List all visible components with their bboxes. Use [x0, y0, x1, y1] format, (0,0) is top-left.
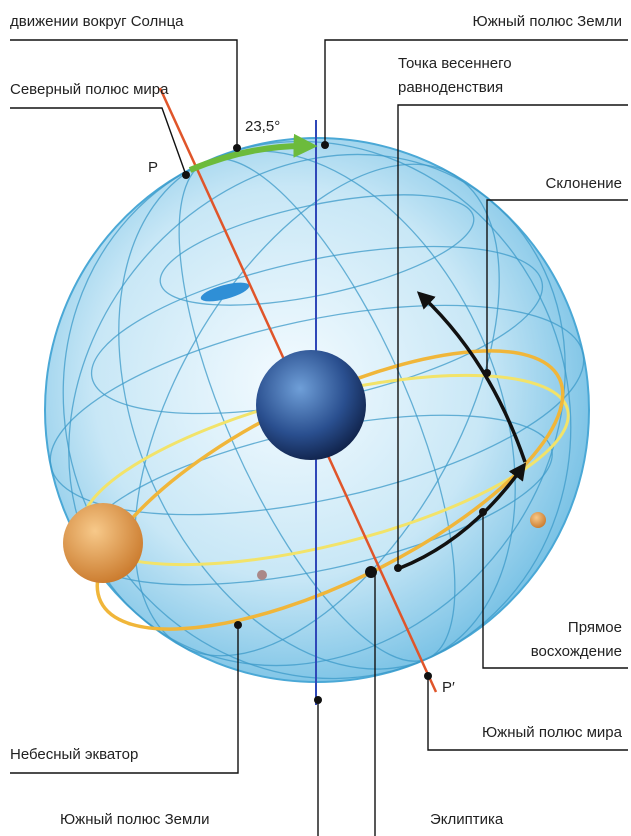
label: Небесный экватор	[10, 746, 138, 763]
sun	[63, 503, 143, 583]
label: Эклиптика	[430, 811, 504, 828]
label: Южный полюс Земли	[60, 811, 209, 828]
label: P′	[442, 679, 455, 696]
planet-dot	[257, 570, 267, 580]
label: Прямое	[568, 619, 622, 636]
label: Точка весеннего	[398, 55, 512, 72]
declination-arrow	[416, 291, 527, 463]
label: Северный полюс мира	[10, 81, 169, 98]
label: равноденствия	[398, 79, 503, 96]
label: Склонение	[546, 175, 622, 192]
tilt-arrow	[188, 133, 318, 173]
leader-lines	[10, 39, 628, 836]
label: P	[148, 159, 158, 176]
shadow-spot	[200, 282, 250, 302]
label: Южный полюс мира	[482, 724, 623, 741]
leader-dots	[182, 141, 491, 704]
sun-small	[530, 512, 546, 528]
label: движении вокруг Солнца	[10, 13, 184, 30]
label: 23,5°	[245, 118, 280, 135]
earth	[256, 350, 366, 460]
label: Южный полюс Земли	[473, 13, 622, 30]
right-ascension-arrow	[399, 462, 527, 570]
label: восхождение	[531, 643, 622, 660]
